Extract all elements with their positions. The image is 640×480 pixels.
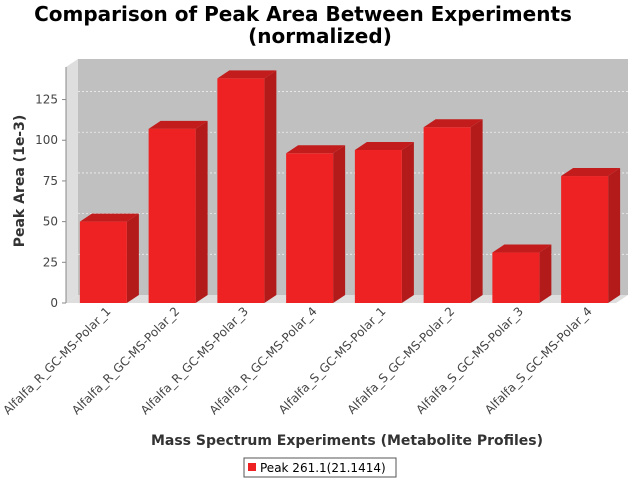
bar (354, 142, 414, 303)
y-tick-label: 125 (35, 93, 58, 107)
bar (423, 119, 483, 303)
bar (492, 244, 552, 303)
bar-side (539, 244, 552, 303)
x-axis-ticks: Alfalfa_R_GC-MS-Polar_1Alfalfa_R_GC-MS-P… (0, 304, 594, 417)
x-axis-label: Mass Spectrum Experiments (Metabolite Pr… (151, 433, 543, 449)
bar-front (561, 176, 609, 303)
bar (148, 120, 208, 304)
y-tick-label: 0 (50, 296, 58, 310)
bar-front (79, 221, 127, 303)
y-axis-ticks: 0 25 50 75 100 125 (35, 93, 66, 310)
chart-title: Comparison of Peak Area Between Experime… (34, 2, 572, 26)
chart-subtitle: (normalized) (248, 24, 392, 48)
bar-top (217, 70, 277, 79)
bar (561, 168, 621, 303)
legend-box (243, 457, 397, 478)
bar-front (286, 153, 334, 303)
bar-side (608, 168, 621, 303)
y-tick-label: 75 (43, 174, 58, 188)
bar-front (423, 127, 471, 303)
bar (79, 213, 139, 303)
bar (217, 70, 277, 304)
bar-top (148, 120, 208, 129)
bar-side (401, 142, 414, 303)
bar-top (79, 213, 139, 222)
y-tick-label: 25 (43, 255, 58, 269)
x-tick-label: Alfalfa_R_GC-MS-Polar_1 (0, 304, 113, 417)
bar (286, 145, 346, 303)
plot-floor (66, 295, 628, 303)
y-axis-label: Peak Area (1e-3) (12, 115, 28, 248)
legend: Peak 261.1(21.1414) (243, 457, 397, 478)
bar-top (354, 142, 414, 151)
bar-front (217, 78, 265, 304)
bar-front (492, 252, 540, 303)
bar-side (126, 213, 139, 303)
bar-top (492, 244, 552, 253)
bar-side (264, 70, 277, 304)
bar-top (286, 145, 346, 154)
plot-left-wall (66, 59, 78, 303)
legend-label: Peak 261.1(21.1414) (260, 461, 386, 475)
bar-side (333, 145, 346, 303)
bars (79, 70, 621, 304)
bar-side (470, 119, 483, 303)
y-tick-label: 50 (43, 215, 58, 229)
y-tick-label: 100 (35, 133, 58, 147)
bar-front (354, 150, 402, 303)
bar-top (423, 119, 483, 128)
bar-front (148, 128, 196, 303)
bar-top (561, 168, 621, 177)
legend-swatch (248, 463, 256, 471)
bar-side (195, 120, 208, 304)
